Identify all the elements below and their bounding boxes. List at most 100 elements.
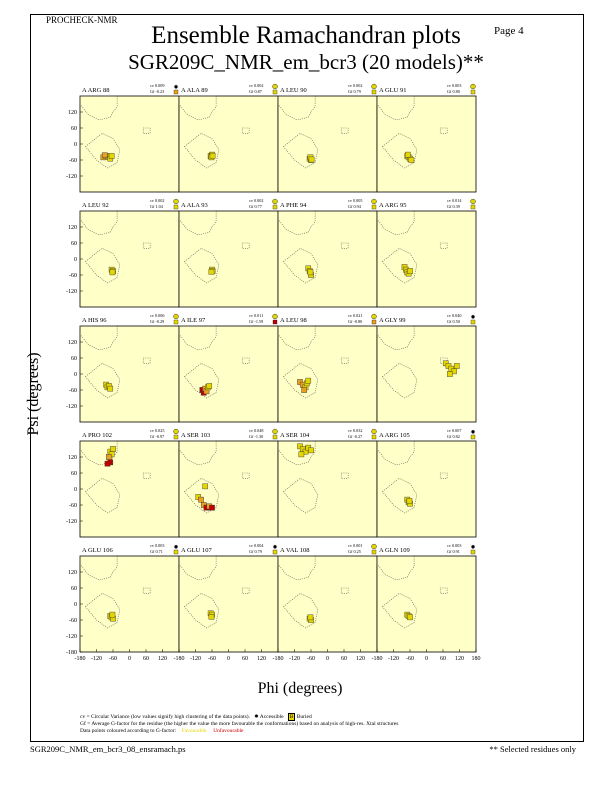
y-tick-label: 60 bbox=[71, 586, 77, 592]
buried-icon bbox=[272, 313, 278, 320]
data-point bbox=[408, 157, 415, 163]
gf-colour-box bbox=[272, 319, 278, 325]
buried-icon bbox=[272, 83, 278, 90]
y-tick-label: 60 bbox=[71, 126, 77, 132]
x-tick-label: 0 bbox=[227, 656, 230, 662]
allowed-region-outline bbox=[184, 247, 220, 284]
y-tick-label: 120 bbox=[68, 225, 77, 231]
gf-colour-box bbox=[173, 549, 179, 555]
allowed-region-outline bbox=[283, 247, 319, 284]
data-point bbox=[407, 614, 413, 621]
gf-colour-box bbox=[470, 319, 476, 325]
cv-value: cv 0.002 bbox=[150, 198, 164, 203]
buried-b-icon: B bbox=[287, 713, 296, 721]
cv-value: cv 0.003 bbox=[447, 543, 461, 548]
x-tick-label: 0 bbox=[425, 656, 428, 662]
panel-background bbox=[178, 440, 279, 538]
cv-value: cv 0.021 bbox=[348, 313, 362, 318]
cv-value: cv 0.032 bbox=[348, 428, 362, 433]
buried-icon bbox=[173, 198, 179, 205]
cv-value: cv 0.002 bbox=[249, 83, 263, 88]
cv-value: cv 0.009 bbox=[150, 83, 164, 88]
allowed-region-outline bbox=[382, 592, 418, 629]
allowed-region-outline bbox=[241, 472, 250, 479]
accessible-star-icon: ✹ bbox=[254, 714, 259, 720]
buried-icon bbox=[272, 428, 278, 435]
x-tick-label: -60 bbox=[406, 656, 414, 662]
panel-background bbox=[376, 210, 477, 308]
cv-value: cv 0.048 bbox=[249, 428, 263, 433]
panel-background bbox=[178, 210, 279, 308]
gf-value: Gf 0.79 bbox=[348, 89, 361, 94]
y-tick-label: -120 bbox=[66, 289, 77, 295]
x-tick-label: -180 bbox=[273, 656, 284, 662]
gf-value: Gf 0.82 bbox=[447, 434, 460, 439]
favourable-label: Favourable bbox=[181, 728, 207, 734]
cv-note: cv = Circular Variance (low values signi… bbox=[80, 714, 250, 720]
accessible-label: Accessible bbox=[259, 714, 284, 720]
buried-icon bbox=[371, 428, 377, 435]
allowed-region-outline bbox=[382, 362, 418, 399]
cv-value: cv 0.040 bbox=[447, 313, 461, 318]
gf-value: Gf -1.30 bbox=[249, 434, 263, 439]
gf-value: Gf -0.80 bbox=[348, 319, 362, 324]
allowed-region-outline bbox=[283, 362, 319, 399]
data-point bbox=[198, 496, 204, 503]
gf-colour-box bbox=[272, 549, 278, 555]
buried-icon bbox=[371, 83, 377, 90]
allowed-region-outline bbox=[142, 242, 151, 249]
gf-value: Gf -0.97 bbox=[150, 434, 164, 439]
x-tick-label: 0 bbox=[128, 656, 131, 662]
y-tick-label: 120 bbox=[68, 455, 77, 461]
panel-background bbox=[79, 555, 180, 653]
y-tick-label: 0 bbox=[74, 257, 77, 263]
x-tick-label: -60 bbox=[307, 656, 315, 662]
gf-value: Gf 0.77 bbox=[249, 204, 262, 209]
y-tick-label: -60 bbox=[69, 158, 77, 164]
residue-label: A ALA 89 bbox=[181, 87, 208, 94]
y-tick-label: 0 bbox=[74, 142, 77, 148]
residue-label: A LEU 98 bbox=[280, 317, 307, 324]
residue-label: A GLU 107 bbox=[181, 547, 212, 554]
cv-value: cv 0.003 bbox=[150, 543, 164, 548]
buried-icon bbox=[173, 313, 179, 320]
buried-icon bbox=[470, 198, 476, 205]
cv-value: cv 0.007 bbox=[447, 428, 461, 433]
data-point bbox=[208, 269, 215, 275]
data-point bbox=[104, 460, 111, 467]
program-name: PROCHECK-NMR bbox=[46, 15, 118, 25]
gf-colour-box bbox=[173, 89, 179, 95]
gf-value: Gf 0.71 bbox=[150, 549, 163, 554]
allowed-region-outline bbox=[376, 555, 415, 581]
allowed-region-outline bbox=[340, 357, 349, 364]
data-point bbox=[298, 451, 305, 458]
gf-value: Gf 0.94 bbox=[348, 204, 362, 209]
selected-note: ** Selected residues only bbox=[489, 744, 576, 754]
cv-value: cv 0.005 bbox=[348, 198, 362, 203]
allowed-region-outline bbox=[283, 592, 319, 629]
residue-label: A PRO 102 bbox=[82, 432, 112, 439]
panel-background bbox=[178, 325, 279, 423]
residue-label: A ARG 105 bbox=[379, 432, 410, 439]
residue-label: A GLU 106 bbox=[82, 547, 113, 554]
gf-colour-box bbox=[371, 319, 377, 325]
y-tick-label: 60 bbox=[71, 356, 77, 362]
allowed-region-outline bbox=[85, 362, 121, 399]
allowed-region-outline bbox=[439, 357, 448, 364]
cv-value: cv 0.011 bbox=[249, 313, 263, 318]
gf-value: Gf -0.27 bbox=[348, 434, 362, 439]
buried-icon bbox=[371, 543, 377, 550]
data-point bbox=[202, 483, 208, 490]
unfavourable-label: Unfavourable bbox=[213, 728, 244, 734]
x-tick-label: 60 bbox=[242, 656, 248, 662]
gf-colour-box bbox=[470, 434, 476, 440]
allowed-region-outline bbox=[142, 357, 151, 364]
y-tick-label: 120 bbox=[68, 570, 77, 576]
panel-background bbox=[277, 440, 378, 538]
allowed-region-outline bbox=[439, 242, 448, 249]
buried-icon bbox=[470, 83, 476, 90]
allowed-region-outline bbox=[85, 592, 121, 629]
cv-value: cv 0.002 bbox=[348, 83, 362, 88]
accessible-star-icon: ✹ bbox=[470, 314, 475, 321]
allowed-region-outline bbox=[178, 555, 217, 581]
